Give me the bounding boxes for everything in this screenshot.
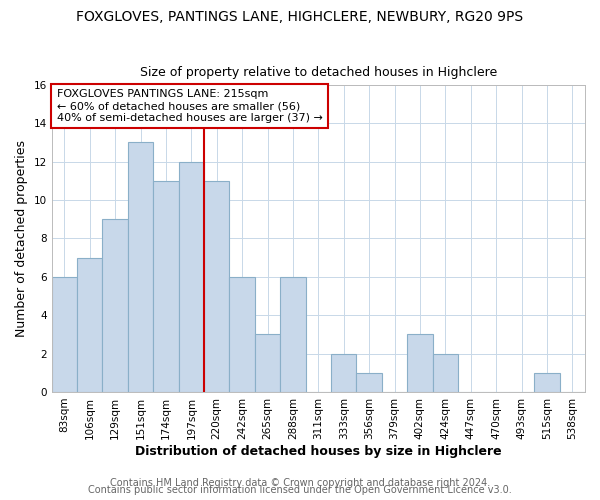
Bar [433, 354, 458, 392]
Bar [103, 219, 128, 392]
Bar [179, 162, 204, 392]
Bar [356, 373, 382, 392]
Bar [534, 373, 560, 392]
Bar [280, 277, 305, 392]
Text: FOXGLOVES PANTINGS LANE: 215sqm
← 60% of detached houses are smaller (56)
40% of: FOXGLOVES PANTINGS LANE: 215sqm ← 60% of… [57, 90, 323, 122]
Text: FOXGLOVES, PANTINGS LANE, HIGHCLERE, NEWBURY, RG20 9PS: FOXGLOVES, PANTINGS LANE, HIGHCLERE, NEW… [76, 10, 524, 24]
Bar [331, 354, 356, 392]
Text: Contains HM Land Registry data © Crown copyright and database right 2024.: Contains HM Land Registry data © Crown c… [110, 478, 490, 488]
Bar [229, 277, 255, 392]
Bar [128, 142, 153, 392]
X-axis label: Distribution of detached houses by size in Highclere: Distribution of detached houses by size … [135, 444, 502, 458]
Y-axis label: Number of detached properties: Number of detached properties [15, 140, 28, 337]
Bar [204, 181, 229, 392]
Bar [407, 334, 433, 392]
Bar [52, 277, 77, 392]
Text: Contains public sector information licensed under the Open Government Licence v3: Contains public sector information licen… [88, 485, 512, 495]
Bar [255, 334, 280, 392]
Title: Size of property relative to detached houses in Highclere: Size of property relative to detached ho… [140, 66, 497, 80]
Bar [153, 181, 179, 392]
Bar [77, 258, 103, 392]
